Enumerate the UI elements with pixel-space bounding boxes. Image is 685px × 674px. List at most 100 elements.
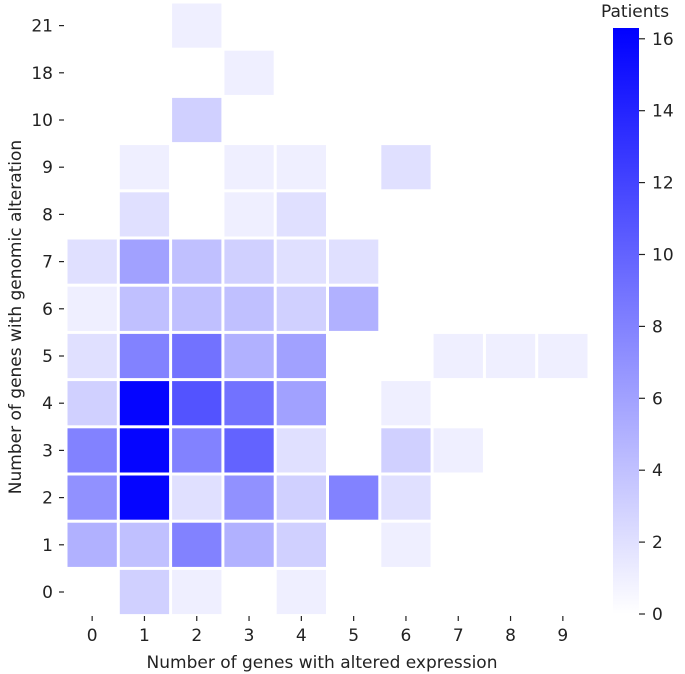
y-tick-label: 8: [42, 205, 53, 225]
heatmap-cell: [172, 3, 222, 48]
y-tick-label: 4: [42, 394, 53, 414]
heatmap-cell: [381, 475, 431, 520]
heatmap-cell: [119, 522, 170, 567]
heatmap-cell: [276, 381, 326, 426]
heatmap-cell: [381, 381, 431, 426]
y-tick-label: 0: [42, 583, 53, 603]
y-axis-label: Number of genes with genomic alteration: [6, 140, 26, 494]
heatmap-cell: [224, 381, 274, 426]
heatmap-cell: [433, 428, 483, 473]
x-tick-label: 1: [139, 626, 150, 646]
heatmap-cell: [276, 286, 326, 331]
heatmap-cell: [329, 239, 379, 284]
x-tick-label: 7: [453, 626, 464, 646]
y-tick-label: 7: [42, 253, 53, 273]
heatmap-cell: [172, 239, 222, 284]
colorbar-ticks: 0 2 4 6 8 10 12 14 16: [639, 30, 674, 625]
heatmap-cell: [224, 239, 274, 284]
heatmap-cell: [276, 475, 326, 520]
heatmap-cell: [276, 192, 326, 237]
heatmap-cell: [276, 569, 326, 615]
colorbar-tick-label: 10: [652, 245, 674, 265]
y-tick-label: 18: [31, 64, 53, 84]
colorbar-tick-label: 0: [652, 605, 663, 625]
heatmap-cell: [119, 192, 170, 237]
heatmap-cell: [172, 428, 222, 473]
heatmap-cell: [67, 428, 117, 473]
heatmap-cell: [67, 333, 117, 379]
y-tick-label: 1: [42, 536, 53, 556]
heatmap-cell: [224, 50, 274, 95]
heatmap-cell: [276, 522, 326, 567]
heatmap-cell: [119, 286, 170, 331]
colorbar: Patients 0 2 4 6 8 10 12 14 16: [601, 2, 674, 625]
heatmap-cell: [119, 145, 170, 190]
x-axis-ticks: 0 1 2 3 4 5 6 7 8 9: [87, 616, 568, 646]
y-tick-label: 21: [31, 17, 53, 37]
heatmap-cell: [381, 428, 431, 473]
heatmap-cell: [276, 145, 326, 190]
heatmap-cell: [381, 522, 431, 567]
heatmap-cell: [224, 145, 274, 190]
heatmap-cells: [67, 3, 588, 615]
x-tick-label: 4: [296, 626, 307, 646]
heatmap-cell: [224, 428, 274, 473]
y-tick-label: 3: [42, 441, 53, 461]
heatmap-cell: [67, 239, 117, 284]
heatmap-cell: [224, 286, 274, 331]
colorbar-tick-label: 4: [652, 461, 663, 481]
heatmap-cell: [119, 475, 170, 520]
x-tick-label: 5: [348, 626, 359, 646]
x-tick-label: 6: [401, 626, 412, 646]
heatmap-cell: [119, 569, 170, 615]
heatmap-cell: [172, 569, 222, 615]
heatmap-cell: [381, 145, 431, 190]
colorbar-title: Patients: [601, 2, 669, 22]
colorbar-tick-label: 6: [652, 389, 663, 409]
heatmap-cell: [224, 522, 274, 567]
heatmap-cell: [276, 239, 326, 284]
colorbar-tick-label: 16: [652, 30, 674, 50]
colorbar-gradient: [613, 28, 639, 614]
y-tick-label: 5: [42, 347, 53, 367]
heatmap-cell: [485, 333, 536, 379]
heatmap-cell: [119, 428, 170, 473]
heatmap-cell: [119, 239, 170, 284]
heatmap-cell: [67, 286, 117, 331]
heatmap-cell: [172, 381, 222, 426]
colorbar-tick-label: 2: [652, 533, 663, 553]
y-tick-label: 2: [42, 489, 53, 509]
y-tick-label: 9: [42, 158, 53, 178]
colorbar-tick-label: 8: [652, 317, 663, 337]
heatmap-cell: [172, 333, 222, 379]
x-axis-label: Number of genes with altered expression: [147, 653, 498, 673]
heatmap-cell: [329, 286, 379, 331]
heatmap-cell: [433, 333, 483, 379]
heatmap-cell: [67, 522, 117, 567]
y-tick-label: 10: [31, 111, 53, 131]
heatmap-cell: [224, 333, 274, 379]
x-tick-label: 0: [87, 626, 98, 646]
heatmap-cell: [538, 333, 588, 379]
heatmap-cell: [172, 522, 222, 567]
heatmap-cell: [119, 333, 170, 379]
x-tick-label: 3: [244, 626, 255, 646]
heatmap-cell: [67, 381, 117, 426]
heatmap-cell: [276, 333, 326, 379]
heatmap-cell: [276, 428, 326, 473]
heatmap-cell: [329, 475, 379, 520]
x-tick-label: 8: [505, 626, 516, 646]
heatmap-cell: [119, 381, 170, 426]
x-tick-label: 2: [191, 626, 202, 646]
colorbar-tick-label: 12: [652, 174, 674, 194]
heatmap-cell: [172, 286, 222, 331]
heatmap-cell: [172, 97, 222, 143]
colorbar-tick-label: 14: [652, 102, 674, 122]
heatmap-cell: [224, 475, 274, 520]
x-tick-label: 9: [557, 626, 568, 646]
heatmap-cell: [172, 475, 222, 520]
heatmap-cell: [224, 192, 274, 237]
heatmap-cell: [67, 475, 117, 520]
